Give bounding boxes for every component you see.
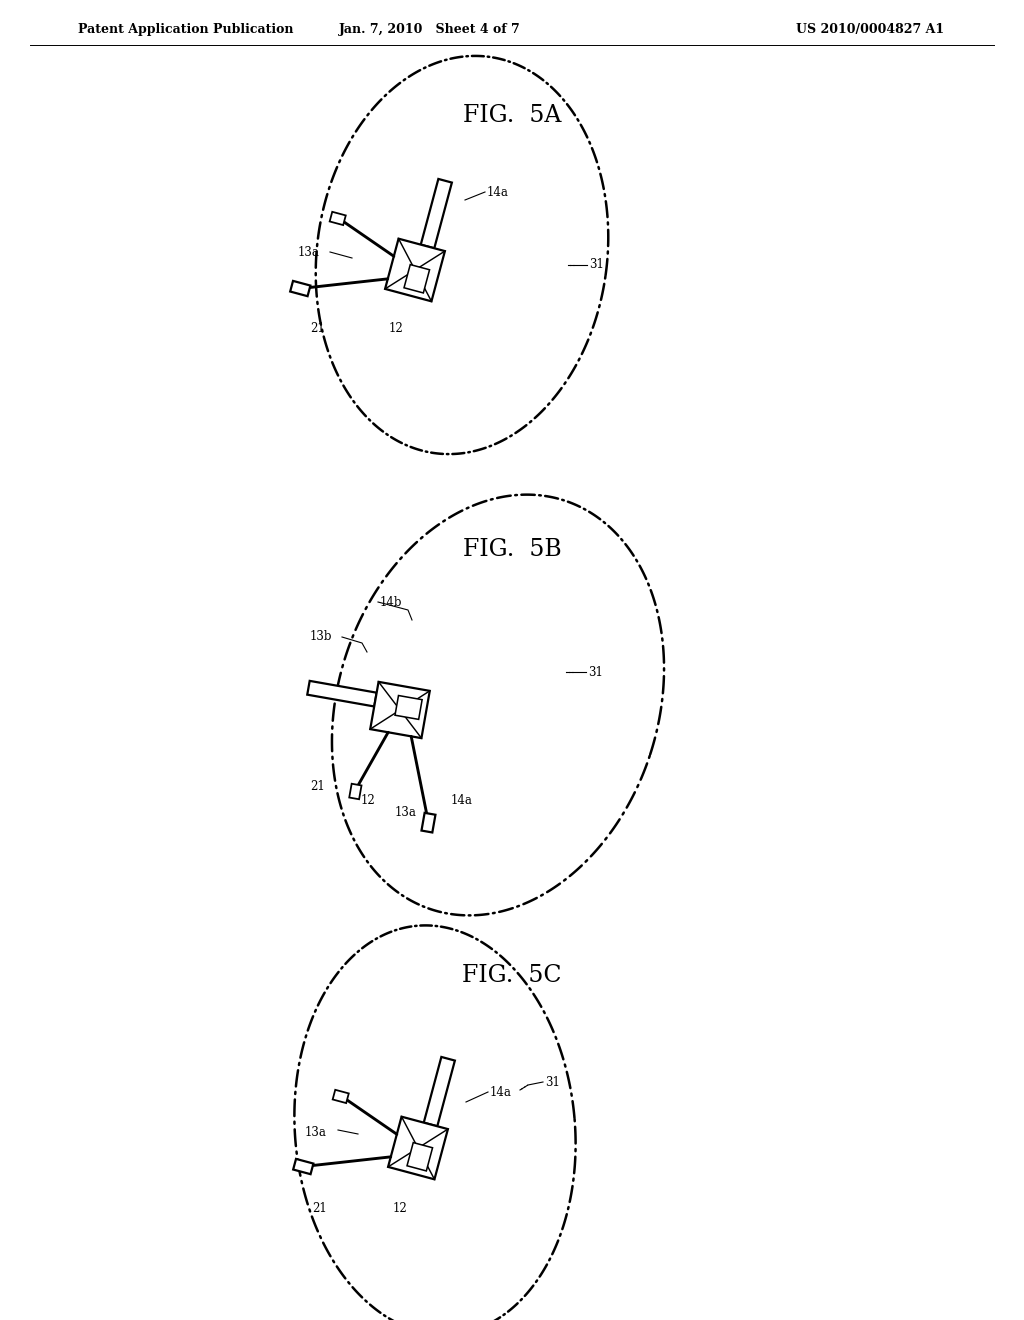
Text: FIG.  5B: FIG. 5B <box>463 539 561 561</box>
Polygon shape <box>333 1090 349 1104</box>
Text: 31: 31 <box>545 1076 560 1089</box>
Text: Patent Application Publication: Patent Application Publication <box>78 24 294 37</box>
Text: 12: 12 <box>392 1201 408 1214</box>
Polygon shape <box>330 211 346 226</box>
Polygon shape <box>424 1057 455 1126</box>
Text: 14b: 14b <box>380 595 402 609</box>
Text: 21: 21 <box>312 1201 328 1214</box>
Text: 31: 31 <box>589 259 604 272</box>
Text: 13a: 13a <box>298 246 319 259</box>
Polygon shape <box>388 1117 447 1179</box>
Text: FIG.  5A: FIG. 5A <box>463 103 561 127</box>
Polygon shape <box>349 784 361 799</box>
Text: 12: 12 <box>389 322 403 334</box>
Polygon shape <box>421 180 452 248</box>
Polygon shape <box>293 1159 313 1175</box>
Text: 14a: 14a <box>451 793 473 807</box>
Polygon shape <box>307 681 377 706</box>
Text: 13b: 13b <box>310 631 333 644</box>
Text: 13a: 13a <box>305 1126 327 1138</box>
Polygon shape <box>407 1143 432 1171</box>
Text: 21: 21 <box>310 322 326 334</box>
Polygon shape <box>404 264 429 293</box>
Polygon shape <box>422 813 435 833</box>
Text: 14a: 14a <box>490 1085 512 1098</box>
Text: 14a: 14a <box>487 186 509 198</box>
Text: Jan. 7, 2010   Sheet 4 of 7: Jan. 7, 2010 Sheet 4 of 7 <box>339 24 521 37</box>
Polygon shape <box>385 239 444 301</box>
Text: 31: 31 <box>588 665 603 678</box>
Polygon shape <box>395 696 422 719</box>
Text: FIG.  5C: FIG. 5C <box>462 964 562 986</box>
Text: 12: 12 <box>360 793 376 807</box>
Text: 13a: 13a <box>395 805 417 818</box>
Polygon shape <box>290 281 310 296</box>
Text: 21: 21 <box>310 780 326 793</box>
Polygon shape <box>371 682 430 738</box>
Text: US 2010/0004827 A1: US 2010/0004827 A1 <box>796 24 944 37</box>
